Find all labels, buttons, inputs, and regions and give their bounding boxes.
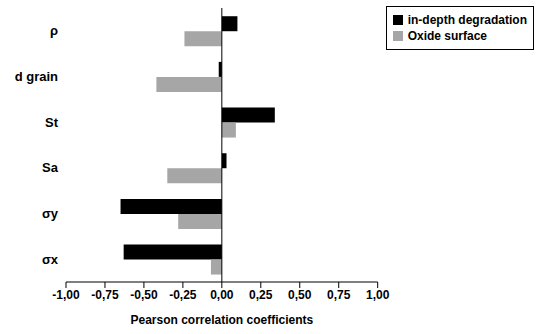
svg-text:σy: σy (42, 206, 59, 221)
svg-text:σx: σx (42, 252, 59, 267)
svg-text:0,00: 0,00 (210, 288, 234, 302)
svg-text:1,00: 1,00 (366, 288, 390, 302)
svg-text:-0,50: -0,50 (130, 288, 158, 302)
svg-text:Sa: Sa (42, 160, 59, 175)
html-text:Oxide surface: Oxide surface (407, 29, 487, 43)
svg-text:0,75: 0,75 (327, 288, 351, 302)
svg-text:-0,25: -0,25 (169, 288, 197, 302)
svg-text:St: St (45, 115, 59, 130)
svg-text:-1,00: -1,00 (52, 288, 80, 302)
html-text:in-depth degradation: in-depth degradation (407, 13, 527, 27)
svg-text:0,50: 0,50 (288, 288, 312, 302)
svg-text:ρ: ρ (50, 23, 58, 38)
svg-text:Pearson correlation coefficien: Pearson correlation coefficients (130, 313, 313, 327)
svg-text:-0,75: -0,75 (91, 288, 119, 302)
svg-text:d grain: d grain (15, 69, 58, 84)
svg-text:0,25: 0,25 (249, 288, 273, 302)
